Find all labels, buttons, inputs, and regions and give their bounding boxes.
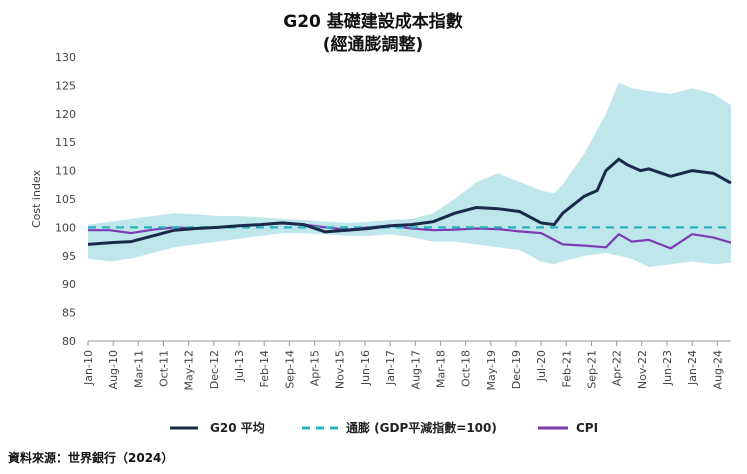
x-tick-label: Dec-12 — [208, 350, 221, 389]
x-tick-label: Dec-19 — [510, 350, 523, 389]
x-tick-label: Feb-14 — [258, 350, 271, 387]
x-tick-label: Aug-17 — [409, 350, 422, 389]
legend: G20 平均 通膨 (GDP平減指數=100) CPI — [170, 420, 598, 435]
chart-title: G20 基礎建設成本指數 — [283, 11, 463, 32]
x-tick-label: May-12 — [183, 350, 196, 391]
x-tick-label: Nov-15 — [334, 350, 347, 389]
x-tick-label: Apr-15 — [309, 350, 322, 386]
x-axis: Jan-10 Aug-10 Mar-11 Oct-11 May-12 Dec-12 Jul-… — [82, 341, 724, 391]
x-tick-label: Oct-18 — [460, 350, 473, 387]
y-tick-label: 130 — [55, 51, 76, 64]
x-tick-label: Nov-22 — [636, 350, 649, 389]
x-tick-label: May-19 — [485, 350, 498, 391]
x-tick-label: Oct-11 — [158, 350, 171, 387]
x-tick-label: Jan-24 — [686, 350, 699, 386]
y-tick-label: 120 — [55, 108, 76, 121]
y-tick-label: 105 — [55, 193, 76, 206]
x-tick-label: Apr-22 — [611, 350, 624, 386]
x-tick-label: Aug-24 — [711, 350, 724, 389]
y-tick-label: 95 — [62, 250, 76, 263]
x-tick-label: Jul-20 — [535, 350, 548, 382]
y-tick-label: 100 — [55, 221, 76, 234]
x-tick-label: Aug-10 — [107, 350, 120, 389]
x-tick-label: Jan-17 — [384, 350, 397, 386]
series-lines — [87, 157, 732, 250]
x-tick-label: Mar-18 — [434, 350, 447, 388]
x-tick-label: Mar-11 — [132, 350, 145, 388]
y-tick-label: 110 — [55, 165, 76, 178]
x-tick-label: Sep-21 — [586, 350, 599, 389]
y-axis-label: Cost index — [30, 169, 43, 228]
legend-label-g20: G20 平均 — [210, 420, 265, 435]
x-tick-label: Jun-23 — [661, 350, 674, 386]
legend-label-inflation: 通膨 (GDP平減指數=100) — [346, 420, 497, 435]
x-tick-label: Sep-14 — [283, 350, 296, 389]
range-band — [88, 82, 731, 268]
y-tick-label: 90 — [62, 278, 76, 291]
x-tick-label: Jun-16 — [359, 350, 372, 386]
range-band-area — [88, 82, 731, 268]
x-tick-label: Jan-10 — [82, 350, 95, 386]
y-tick-label: 85 — [62, 307, 76, 320]
y-tick-label: 115 — [55, 136, 76, 149]
chart-subtitle: (經通膨調整) — [323, 34, 424, 55]
y-tick-label: 80 — [62, 335, 76, 348]
series-line-g20 — [87, 157, 732, 246]
x-tick-label: Feb-21 — [560, 350, 573, 387]
legend-label-cpi: CPI — [576, 421, 598, 435]
y-axis: 80 85 90 95 100 105 110 115 120 125 130 — [55, 51, 76, 348]
x-tick-label: Jul-13 — [233, 350, 246, 382]
source-note: 資料來源：世界銀行（2024） — [8, 450, 173, 465]
y-tick-label: 125 — [55, 79, 76, 92]
